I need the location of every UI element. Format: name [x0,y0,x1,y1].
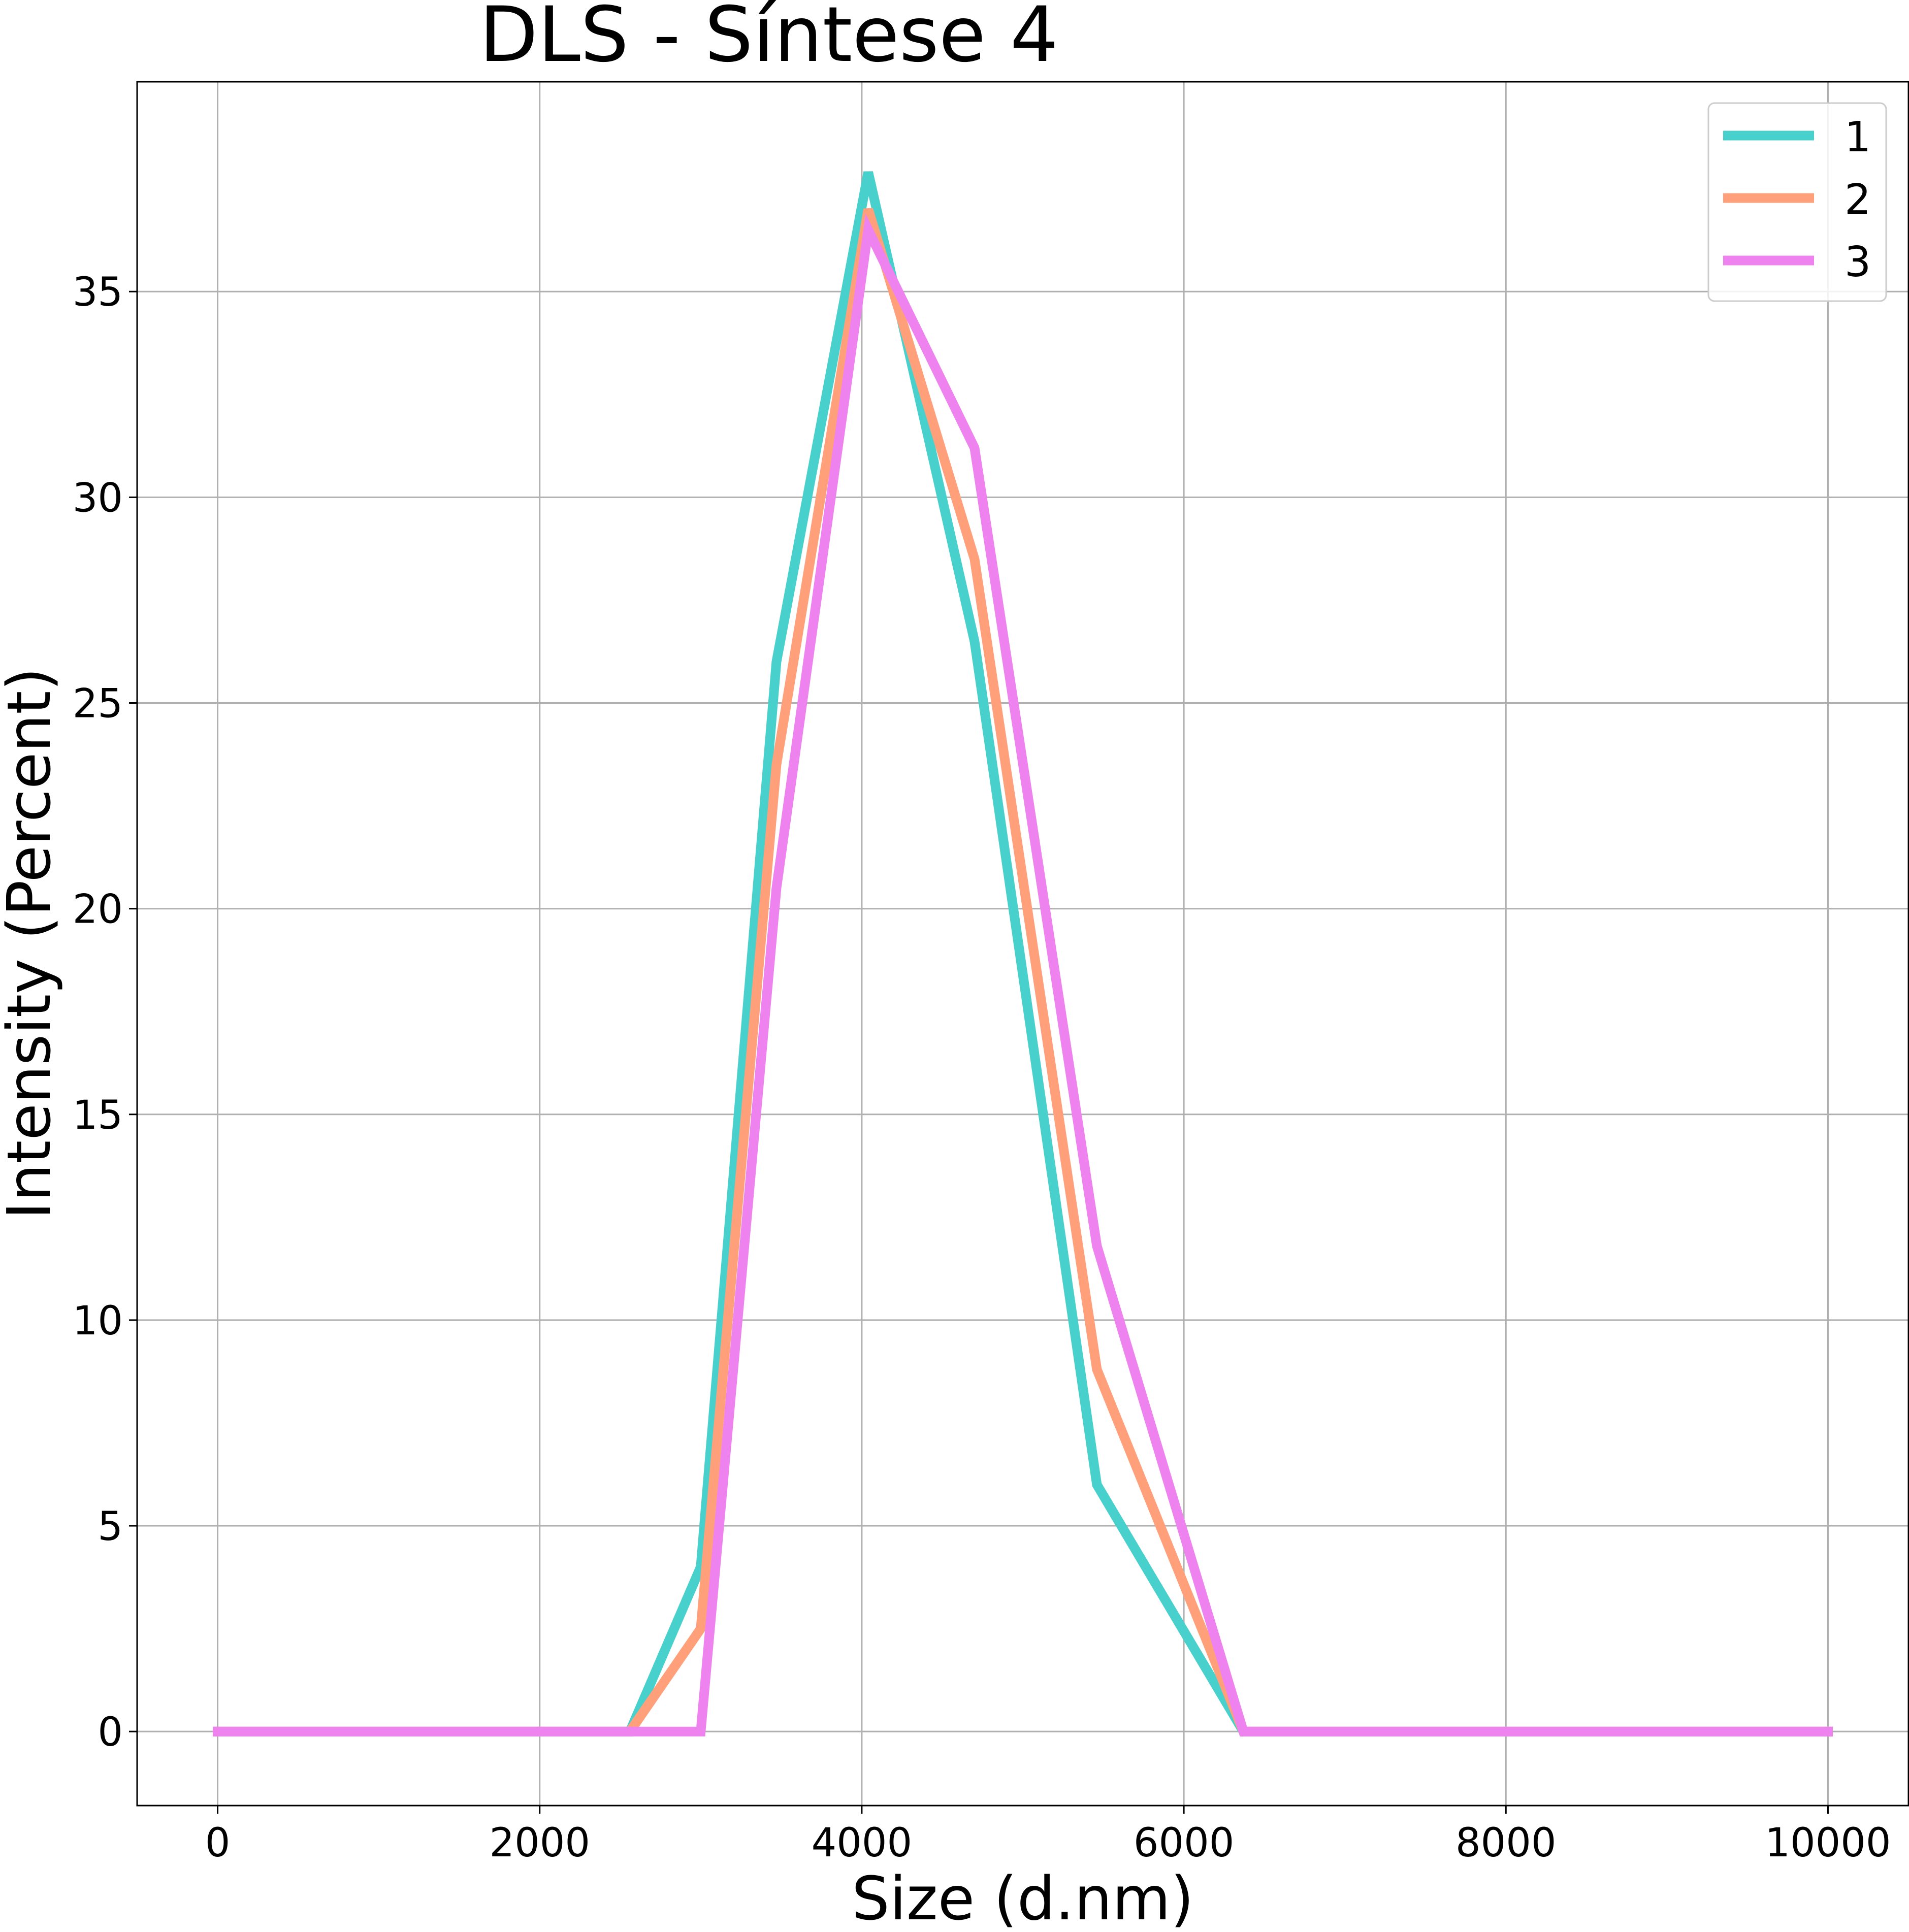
y-tick-label: 15 [73,1093,123,1138]
x-tick-label: 4000 [812,1820,913,1866]
plot-area-frame [136,81,1909,1807]
x-tick-label: 0 [205,1820,231,1866]
y-tick-label: 5 [98,1504,123,1550]
x-tick-label: 8000 [1455,1820,1557,1866]
legend-label-series-3: 3 [1845,238,1871,286]
x-tick-label: 6000 [1134,1820,1235,1866]
y-tick-label: 35 [73,270,123,315]
y-tick-label: 30 [73,475,123,521]
series-line-1 [213,171,1833,1737]
y-tick-label: 25 [73,681,123,727]
grid-lines [137,82,1908,1806]
chart-title: DLS - Síntese 4 [479,0,1058,79]
x-axis-label: Size (d.nm) [852,1863,1194,1932]
series-line-2 [213,208,1833,1737]
y-axis-label: Intensity (Percent) [0,667,64,1219]
legend-label-series-2: 2 [1845,176,1871,224]
axis-ticks: 0 2000 4000 6000 8000 10000 0 5 10 15 20 25 30 35 [73,270,1891,1866]
x-tick-label: 10000 [1765,1820,1891,1866]
y-tick-label: 0 [98,1710,123,1755]
legend-label-series-1: 1 [1845,113,1871,161]
series-line-3 [213,213,1833,1737]
chart-legend: 1 2 3 [1707,102,1887,302]
plot-series [213,171,1833,1737]
y-tick-label: 20 [73,887,123,933]
y-tick-label: 10 [73,1298,123,1344]
x-tick-label: 2000 [489,1820,590,1866]
